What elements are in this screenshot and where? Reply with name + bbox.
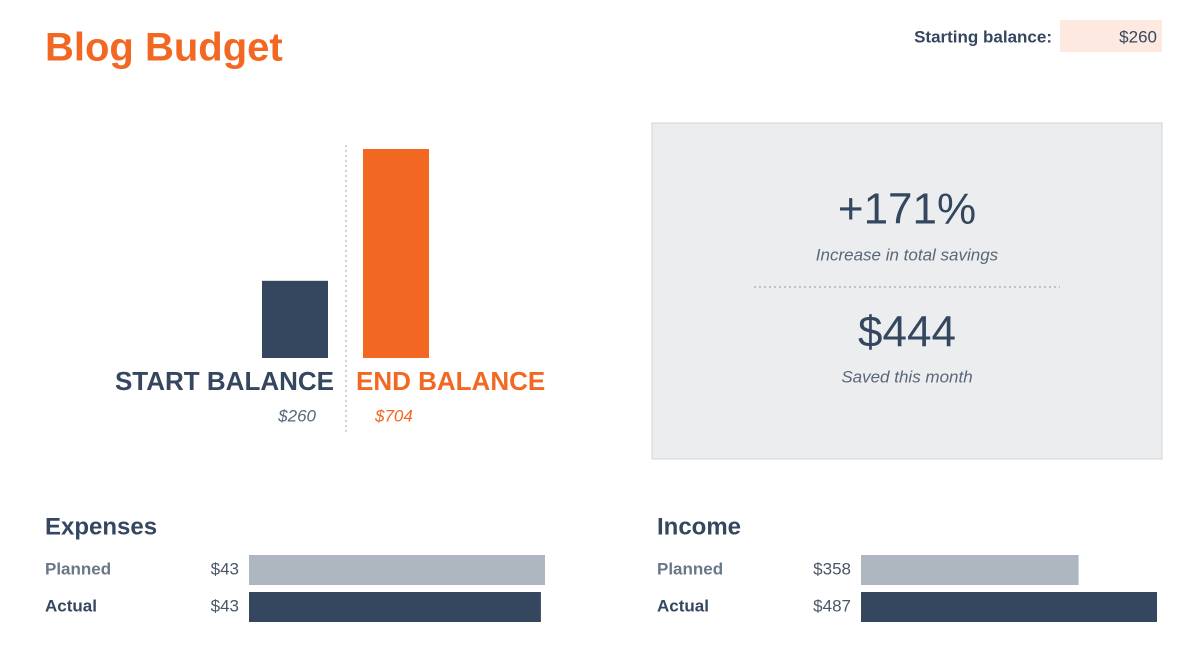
saved-label: Saved this month — [841, 367, 972, 386]
bar — [861, 555, 1079, 585]
section-title: Expenses — [45, 513, 157, 540]
bar — [363, 149, 429, 358]
value-label: $487 — [813, 596, 851, 615]
starting-balance-box — [1060, 20, 1162, 52]
increase-label: Increase in total savings — [816, 245, 999, 264]
starting-balance: $260 — [1119, 27, 1157, 46]
starting-balance-label: Starting balance: — [914, 27, 1052, 46]
row-label: Planned — [657, 559, 723, 578]
bar — [249, 555, 545, 585]
value-label: $43 — [211, 559, 239, 578]
bar — [262, 280, 328, 358]
row-label: Planned — [45, 559, 111, 578]
value-label: $358 — [813, 559, 851, 578]
saved: $444 — [858, 308, 956, 357]
value-label: $43 — [211, 596, 239, 615]
bar-label: START BALANCE — [115, 366, 334, 396]
value-label: $704 — [374, 406, 413, 425]
section-title: Income — [657, 513, 741, 540]
value-label: $260 — [277, 406, 316, 425]
row-label: Actual — [45, 596, 97, 615]
summary-box — [651, 122, 1163, 460]
bar — [861, 592, 1157, 622]
increase: +171% — [838, 185, 976, 234]
title: Blog Budget — [45, 26, 283, 70]
bar — [249, 592, 541, 622]
bar-label: END BALANCE — [356, 366, 545, 396]
row-label: Actual — [657, 596, 709, 615]
